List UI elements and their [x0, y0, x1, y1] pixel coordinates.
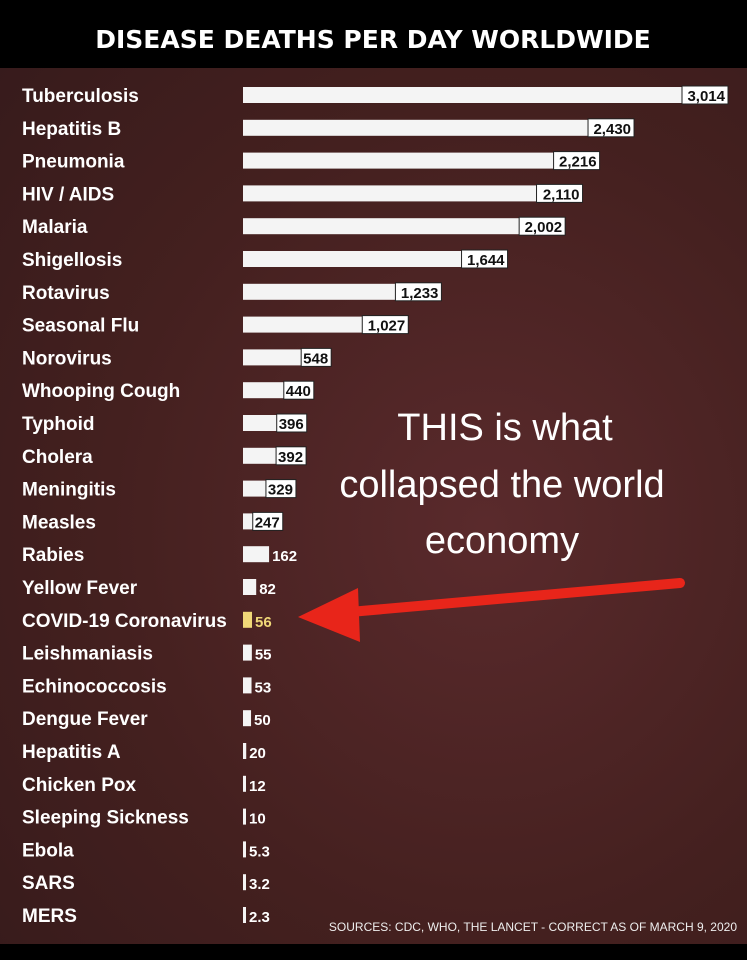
value-label: 20	[249, 745, 266, 762]
category-label: Typhoid	[22, 414, 94, 435]
value-label: 1,644	[467, 252, 505, 269]
bar	[243, 152, 600, 169]
value-label-box	[587, 118, 635, 138]
source-note: SOURCES: CDC, WHO, THE LANCET - CORRECT …	[329, 920, 737, 934]
value-label: 396	[279, 416, 304, 433]
bar	[243, 251, 508, 267]
annotation-line-2: collapsed the world	[339, 464, 664, 506]
category-label: Rotavirus	[22, 283, 110, 304]
value-label: 82	[259, 581, 276, 598]
value-label-box	[681, 85, 729, 105]
category-label: Shigellosis	[22, 250, 122, 271]
value-label: 3,014	[687, 88, 725, 105]
value-label: 1,233	[401, 285, 439, 302]
value-label-box	[553, 151, 601, 171]
bar	[243, 119, 635, 136]
value-label-box	[461, 249, 509, 269]
category-label: Measles	[22, 512, 96, 533]
bar	[243, 841, 246, 858]
value-label-box	[536, 183, 584, 203]
category-label: MERS	[22, 906, 77, 927]
value-label: 10	[249, 811, 266, 828]
category-label: Tuberculosis	[22, 86, 139, 107]
bar	[243, 579, 257, 595]
bar	[243, 546, 270, 563]
bar	[243, 874, 246, 891]
value-label-box	[518, 216, 566, 236]
value-label: 3.2	[249, 876, 270, 893]
category-label: Norovirus	[22, 348, 112, 369]
category-label: Echinococcosis	[22, 676, 167, 697]
bar	[243, 185, 583, 202]
category-label: Pneumonia	[22, 152, 125, 173]
category-label: Yellow Fever	[22, 578, 138, 599]
category-label: COVID-19 Coronavirus	[22, 611, 227, 632]
red-arrow	[298, 578, 685, 642]
category-label: Hepatitis A	[22, 742, 121, 763]
bar	[243, 907, 246, 923]
value-label: 50	[254, 712, 271, 729]
bar	[243, 808, 246, 825]
bar	[243, 775, 246, 792]
category-label: Ebola	[22, 840, 74, 861]
value-label: 53	[255, 679, 272, 696]
category-label: Meningitis	[22, 480, 116, 501]
category-label: SARS	[22, 873, 75, 894]
value-label: 5.3	[249, 843, 270, 860]
value-label-box	[265, 479, 297, 499]
value-label-box	[276, 413, 308, 433]
bar	[243, 87, 728, 103]
category-label: Rabies	[22, 545, 84, 566]
category-label: Whooping Cough	[22, 381, 180, 402]
value-label-box	[252, 511, 284, 531]
value-label: 2,110	[543, 186, 580, 203]
value-label-box	[394, 282, 442, 302]
annotation-line-3: economy	[425, 520, 579, 562]
category-label: Seasonal Flu	[22, 316, 139, 337]
value-label: 55	[255, 647, 272, 664]
footer-band	[0, 944, 747, 960]
chart-title: DISEASE DEATHS PER DAY WORLDWIDE	[95, 25, 651, 54]
value-label: 12	[249, 778, 266, 795]
value-label: 2,216	[559, 154, 597, 171]
value-label: 548	[303, 350, 328, 367]
value-label: 1,027	[368, 318, 406, 335]
value-label-box	[275, 446, 307, 466]
category-label: Sleeping Sickness	[22, 808, 189, 829]
bar	[243, 677, 252, 694]
header-band	[0, 0, 747, 68]
value-label-box	[283, 380, 315, 400]
value-label: 2,002	[525, 219, 563, 236]
category-label: Malaria	[22, 217, 88, 238]
value-label: 247	[255, 514, 280, 531]
value-label: 2.3	[249, 909, 270, 926]
value-label: 162	[272, 548, 297, 565]
value-label-box	[361, 315, 409, 335]
category-label: Chicken Pox	[22, 775, 136, 796]
annotation-line-1: THIS is what	[397, 407, 613, 449]
category-label: Hepatitis B	[22, 119, 121, 140]
value-label: 392	[278, 449, 303, 466]
category-label: HIV / AIDS	[22, 184, 114, 205]
bar	[243, 218, 566, 235]
category-label: Leishmaniasis	[22, 644, 153, 665]
bar	[243, 644, 252, 661]
arrow-shaft	[345, 578, 685, 617]
value-label: 329	[268, 482, 293, 499]
value-label: 2,430	[593, 121, 631, 138]
bar	[243, 283, 442, 300]
value-label: 440	[286, 383, 311, 400]
value-label-box	[300, 347, 332, 367]
category-label: Dengue Fever	[22, 709, 148, 730]
value-label: 56	[255, 614, 272, 631]
bar	[243, 710, 252, 727]
bar	[243, 743, 247, 759]
arrow-head	[298, 588, 360, 642]
category-label: Cholera	[22, 447, 93, 468]
bar	[243, 611, 253, 628]
